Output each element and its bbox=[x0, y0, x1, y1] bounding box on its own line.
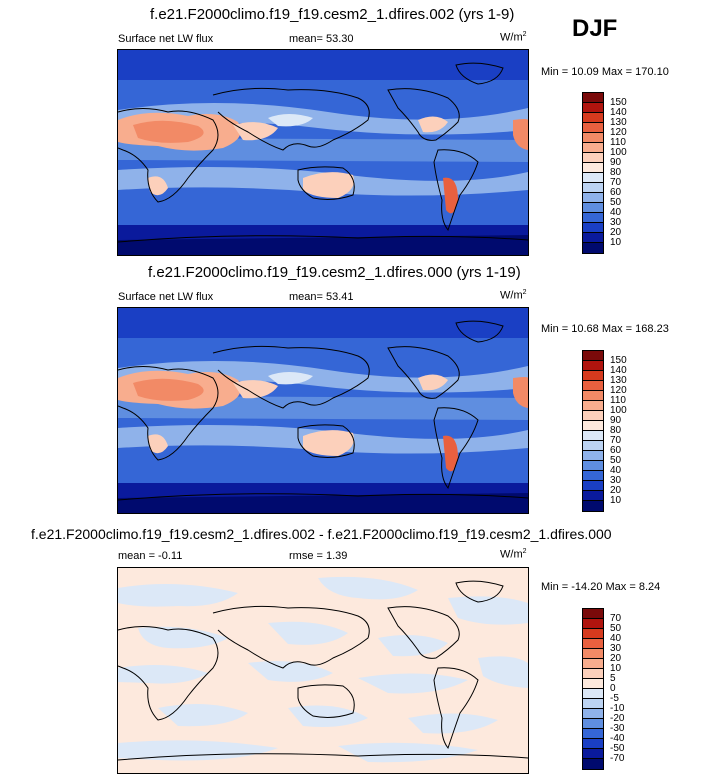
panel-2-level-label: 110 bbox=[610, 395, 626, 406]
panel-3-level-label: -40 bbox=[610, 733, 625, 744]
panel-1-level-label: 20 bbox=[610, 227, 622, 238]
panel-2-level-label: 10 bbox=[610, 495, 622, 506]
panel-3-level-label: -70 bbox=[610, 753, 625, 764]
panel-1-level-label: 140 bbox=[610, 107, 627, 118]
panel-2-level-label: 40 bbox=[610, 465, 622, 476]
panel-2-level-label: 70 bbox=[610, 435, 622, 446]
panel-3-level-label: 50 bbox=[610, 623, 622, 634]
panel-3-units: W/m2 bbox=[500, 548, 527, 561]
panel-1-level-label: 70 bbox=[610, 177, 622, 188]
panel-1-units: W/m2 bbox=[500, 31, 527, 44]
panel-3-level-label: -10 bbox=[610, 703, 625, 714]
panel-3-level-label: 30 bbox=[610, 643, 622, 654]
panel-1-level-label: 130 bbox=[610, 117, 627, 128]
panel-2-title: f.e21.F2000climo.f19_f19.cesm2_1.dfires.… bbox=[148, 264, 521, 281]
panel-1-level-label: 120 bbox=[610, 127, 627, 138]
panel-1-field-label: Surface net LW flux bbox=[118, 33, 214, 45]
panel-3-level-label: 10 bbox=[610, 663, 622, 674]
panel-2-mean: mean= 53.41 bbox=[289, 291, 354, 303]
panel-2-level-label: 140 bbox=[610, 365, 627, 376]
panel-3-title: f.e21.F2000climo.f19_f19.cesm2_1.dfires.… bbox=[31, 526, 612, 542]
panel-1-level-label: 50 bbox=[610, 197, 622, 208]
panel-3-mean: mean = -0.11 bbox=[118, 550, 183, 562]
panel-2-map bbox=[117, 307, 529, 514]
panel-1-colorbar bbox=[582, 92, 604, 254]
panel-2-level-label: 80 bbox=[610, 425, 622, 436]
panel-1-level-label: 30 bbox=[610, 217, 622, 228]
season-label: DJF bbox=[572, 15, 618, 42]
panel-3-level-label: 40 bbox=[610, 633, 622, 644]
panel-3-map bbox=[117, 567, 529, 774]
panel-1-level-label: 90 bbox=[610, 157, 622, 168]
panel-2-field-label: Surface net LW flux bbox=[118, 291, 214, 303]
panel-3-level-label: 70 bbox=[610, 613, 622, 624]
panel-2-colorbar bbox=[582, 350, 604, 512]
panel-1-map bbox=[117, 49, 529, 256]
panel-3-minmax: Min = -14.20 Max = 8.24 bbox=[541, 581, 661, 593]
panel-1-level-label: 40 bbox=[610, 207, 622, 218]
panel-2-level-label: 50 bbox=[610, 455, 622, 466]
panel-1-level-label: 100 bbox=[610, 147, 627, 158]
panel-2-level-label: 120 bbox=[610, 385, 627, 396]
panel-2-level-label: 150 bbox=[610, 355, 627, 366]
panel-1-level-label: 80 bbox=[610, 167, 622, 178]
panel-3-level-label: -5 bbox=[610, 693, 619, 704]
panel-1-level-label: 10 bbox=[610, 237, 622, 248]
panel-2-level-label: 30 bbox=[610, 475, 622, 486]
panel-3-level-label: 5 bbox=[610, 673, 616, 684]
panel-2-minmax: Min = 10.68 Max = 168.23 bbox=[541, 323, 669, 335]
panel-2-level-label: 130 bbox=[610, 375, 627, 386]
panel-1-mean: mean= 53.30 bbox=[289, 33, 354, 45]
panel-3-level-label: 20 bbox=[610, 653, 622, 664]
panel-3-colorbar bbox=[582, 608, 604, 770]
panel-2-level-label: 100 bbox=[610, 405, 627, 416]
panel-1-level-label: 150 bbox=[610, 97, 627, 108]
panel-2-level-label: 20 bbox=[610, 485, 622, 496]
panel-2-level-label: 90 bbox=[610, 415, 622, 426]
panel-2-level-label: 60 bbox=[610, 445, 622, 456]
panel-2-units: W/m2 bbox=[500, 289, 527, 302]
panel-1-title: f.e21.F2000climo.f19_f19.cesm2_1.dfires.… bbox=[150, 6, 515, 23]
panel-1-minmax: Min = 10.09 Max = 170.10 bbox=[541, 66, 669, 78]
panel-3-level-label: 0 bbox=[610, 683, 616, 694]
panel-3-level-label: -30 bbox=[610, 723, 625, 734]
panel-3-rmse: rmse = 1.39 bbox=[289, 550, 348, 562]
panel-1-level-label: 110 bbox=[610, 137, 626, 148]
panel-3-level-label: -20 bbox=[610, 713, 625, 724]
panel-1-level-label: 60 bbox=[610, 187, 622, 198]
panel-3-level-label: -50 bbox=[610, 743, 625, 754]
